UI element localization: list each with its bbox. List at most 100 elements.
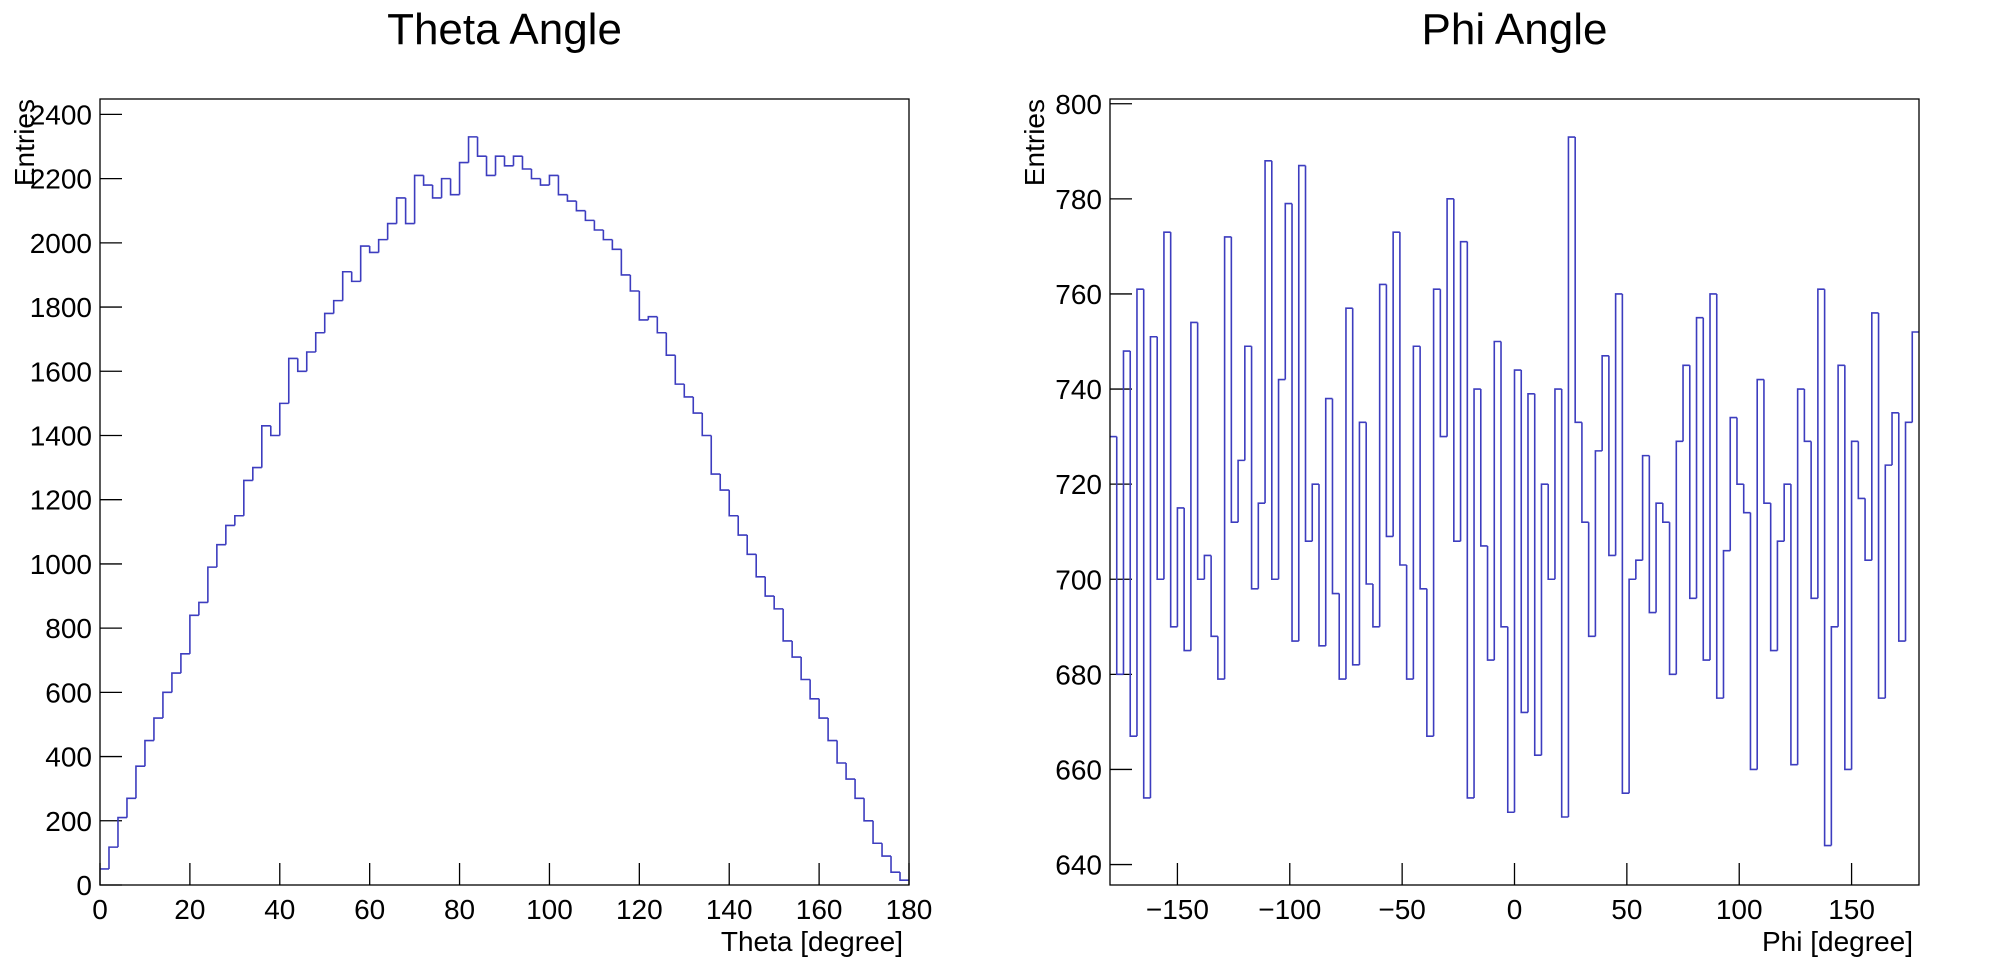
- y-tick-label: 660: [1055, 754, 1102, 785]
- histogram-bin: [1432, 288, 1441, 737]
- histogram-bin: [1648, 455, 1657, 614]
- histogram-bin: [809, 679, 820, 700]
- histogram-bin: [629, 274, 640, 292]
- histogram-bin: [1675, 440, 1684, 675]
- y-tick-label: 760: [1055, 279, 1102, 310]
- histogram-bin: [207, 566, 217, 603]
- histogram-bin: [1783, 483, 1791, 542]
- histogram-bin: [1897, 412, 1906, 642]
- histogram-bin: [323, 312, 334, 333]
- histogram-bin: [189, 614, 199, 654]
- histogram-bin: [881, 843, 892, 857]
- histogram-bin: [234, 514, 244, 526]
- x-axis-title: Phi [degree]: [1762, 926, 1913, 957]
- plot-frame: [1109, 98, 1920, 886]
- histogram-bin: [1668, 522, 1677, 676]
- histogram-bin: [737, 515, 748, 536]
- x-tick-label: 20: [174, 894, 205, 925]
- histogram-bin: [1628, 578, 1636, 794]
- histogram-bin: [395, 197, 406, 224]
- histogram-bin: [1803, 389, 1812, 443]
- histogram-bin: [1230, 236, 1239, 523]
- y-tick-label: 0: [76, 870, 92, 901]
- histogram-bin: [440, 177, 451, 198]
- histogram-bin: [791, 640, 802, 658]
- histogram-bin: [1722, 549, 1731, 699]
- histogram-bin: [1297, 164, 1306, 642]
- histogram-bin: [1405, 564, 1414, 680]
- histogram-bin: [278, 402, 289, 436]
- histogram-bin: [1506, 626, 1515, 814]
- histogram-bin: [1250, 346, 1259, 590]
- histogram-bin: [1567, 136, 1576, 818]
- histogram-bin: [269, 425, 280, 437]
- histogram-bin: [1688, 365, 1697, 600]
- histogram-bin: [1884, 464, 1893, 699]
- histogram-bin: [1493, 340, 1502, 661]
- histogram-bin: [1729, 416, 1737, 551]
- histogram-bin: [1877, 312, 1886, 699]
- histogram-bin: [1257, 502, 1266, 589]
- histogram-bin: [719, 474, 730, 491]
- y-tick-label: 400: [45, 742, 92, 773]
- histogram-bin: [305, 351, 316, 372]
- histogram-bin: [1163, 231, 1171, 580]
- histogram-bin: [1635, 559, 1643, 580]
- histogram-bin: [296, 358, 307, 373]
- histogram-bin: [1614, 293, 1623, 556]
- histogram-bin: [782, 608, 793, 642]
- histogram-bin: [1547, 484, 1555, 581]
- histogram-bin: [1864, 498, 1872, 562]
- chart-title: Theta Angle: [387, 5, 622, 54]
- histogram-bin: [746, 535, 757, 556]
- histogram-bin: [162, 691, 172, 719]
- histogram-bin: [1608, 355, 1616, 557]
- x-tick-label: 80: [444, 894, 475, 925]
- histogram-bin: [485, 156, 496, 177]
- histogram-bin: [1426, 588, 1434, 737]
- x-axis-title: Theta [degree]: [721, 926, 903, 957]
- y-tick-label: 700: [1055, 564, 1102, 595]
- histogram-bin: [1581, 422, 1589, 523]
- histogram-bin: [710, 435, 721, 475]
- histogram-bin: [800, 657, 811, 681]
- histogram-bin: [1749, 512, 1758, 771]
- chart-title: Phi Angle: [1422, 5, 1608, 54]
- histogram-bin: [386, 222, 397, 240]
- histogram-bin: [171, 672, 181, 693]
- histogram-bin: [1621, 293, 1630, 795]
- y-tick-label: 740: [1055, 374, 1102, 405]
- histogram-bin: [1850, 440, 1859, 770]
- histogram-bin: [692, 396, 703, 414]
- histogram-bin: [899, 872, 909, 881]
- histogram-bin: [1891, 412, 1899, 466]
- histogram-bin: [1810, 441, 1818, 600]
- x-tick-label: 180: [886, 894, 933, 925]
- x-tick-label: −150: [1146, 894, 1209, 925]
- histogram-bin: [1533, 393, 1542, 756]
- histogram-bin: [1271, 160, 1279, 581]
- y-tick-label: 600: [45, 677, 92, 708]
- histogram-bin: [1149, 335, 1158, 798]
- histogram-bin: [854, 779, 865, 800]
- x-tick-label: 100: [526, 894, 573, 925]
- histogram-bin: [602, 230, 613, 241]
- histogram-bin: [1520, 370, 1528, 714]
- x-tick-label: 0: [1507, 894, 1523, 925]
- y-tick-label: 2200: [30, 164, 92, 195]
- histogram-bin: [359, 245, 370, 282]
- histogram-bin: [144, 739, 154, 767]
- histogram-bin: [1641, 454, 1650, 561]
- histogram-bin: [890, 856, 901, 873]
- histogram-bin: [1331, 398, 1340, 595]
- histogram-bin: [1210, 555, 1218, 638]
- y-tick-label: 1400: [30, 420, 92, 451]
- x-tick-label: 50: [1611, 894, 1642, 925]
- histogram-bin: [836, 740, 847, 764]
- histogram-bin: [350, 271, 361, 283]
- x-tick-label: −50: [1378, 894, 1426, 925]
- histogram-bin: [449, 178, 460, 196]
- histogram-bin: [1756, 378, 1764, 770]
- histogram-bin: [755, 554, 766, 578]
